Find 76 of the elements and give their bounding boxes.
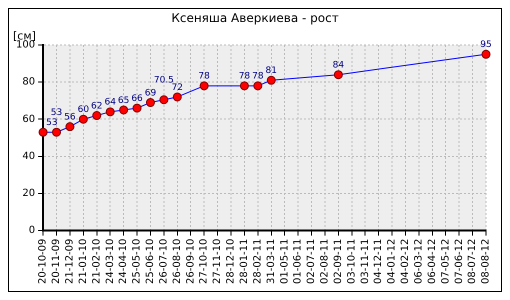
x-tick-label: 28-01-11 [239, 238, 250, 284]
data-label: 64 [104, 98, 116, 108]
y-tick-label: 100 [16, 40, 36, 51]
point [482, 50, 490, 59]
point [334, 70, 343, 80]
data-label: 66 [131, 94, 144, 104]
y-tick-label: 0 [28, 225, 36, 236]
point [146, 98, 155, 108]
x-tick-label: 21-01-10 [78, 238, 89, 284]
x-tick-label: 20-10-09 [38, 238, 49, 284]
x-tick-label: 24-04-10 [118, 238, 130, 284]
point [253, 81, 262, 90]
x-tick-label: 03-10-11 [346, 238, 358, 284]
data-label: 81 [266, 66, 277, 76]
x-tick-label: 26-09-10 [185, 238, 196, 284]
data-label: 78 [238, 72, 250, 82]
data-label: 78 [252, 72, 264, 82]
x-tick-label: 04-01-12 [386, 238, 398, 284]
x-tick-label: 31-03-11 [266, 238, 277, 284]
point [200, 81, 209, 90]
x-tick-label: 06-04-12 [426, 238, 438, 284]
y-tick-label: 80 [22, 76, 36, 88]
x-tick-label: 25-05-10 [132, 238, 143, 284]
x-tick-label: 07-05-12 [440, 238, 452, 284]
data-label: 72 [172, 82, 184, 93]
data-label: 60 [78, 105, 90, 116]
data-label: 84 [332, 60, 344, 71]
x-tick-label: 06-03-12 [413, 238, 424, 284]
x-tick-label: 28-02-11 [252, 238, 264, 284]
point [266, 76, 276, 85]
x-tick-label: 26-08-10 [172, 238, 183, 284]
x-tick-label: 08-07-12 [467, 238, 478, 284]
y-tick-label: 60 [22, 114, 36, 125]
data-label: 53 [50, 108, 62, 118]
x-tick-label: 21-12-09 [64, 238, 76, 284]
y-tick-label: 20 [22, 188, 36, 200]
point [65, 122, 74, 132]
point [240, 81, 249, 90]
x-tick-label: 26-07-10 [158, 238, 170, 284]
x-tick-label: 21-02-10 [91, 238, 102, 284]
point [78, 114, 88, 124]
x-tick-label: 02-09-11 [332, 238, 344, 284]
x-tick-label: 20-11-09 [51, 238, 62, 284]
y-tick-label: 40 [22, 150, 36, 162]
point [119, 105, 128, 114]
data-label: 65 [118, 96, 130, 106]
x-tick-label: 28-12-10 [226, 238, 237, 284]
x-tick-label: 03-11-11 [360, 238, 371, 284]
point [132, 104, 142, 113]
point [106, 107, 115, 116]
x-tick-label: 02-07-11 [306, 238, 318, 284]
data-label: 62 [91, 101, 102, 112]
data-label: 95 [480, 40, 492, 50]
x-tick-label: 02-08-11 [320, 238, 331, 284]
point [172, 92, 182, 102]
x-tick-label: 04-12-11 [373, 238, 384, 284]
x-tick-label: 08-08-12 [480, 238, 492, 284]
x-tick-label: 04-02-12 [400, 238, 412, 284]
point [159, 95, 168, 104]
x-tick-label: 27-11-10 [212, 238, 224, 284]
x-tick-label: 01-05-11 [279, 238, 290, 284]
data-label: 53 [46, 118, 58, 128]
x-tick-label: 27-10-10 [198, 238, 210, 284]
data-label: 70.5 [154, 76, 174, 86]
point [52, 128, 62, 137]
chart-title: Ксеняша Аверкиева - рост [171, 11, 339, 26]
x-tick-label: 01-06-11 [292, 238, 304, 284]
point [92, 111, 102, 120]
y-axis-title: [см] [13, 29, 36, 42]
data-label: 69 [144, 88, 156, 98]
data-label: 78 [198, 72, 210, 82]
point [38, 128, 48, 137]
x-tick-label: 07-06-12 [454, 238, 465, 284]
x-tick-label: 24-03-10 [104, 238, 116, 284]
data-label: 56 [64, 112, 76, 123]
x-tick-label: 25-06-10 [145, 238, 156, 284]
